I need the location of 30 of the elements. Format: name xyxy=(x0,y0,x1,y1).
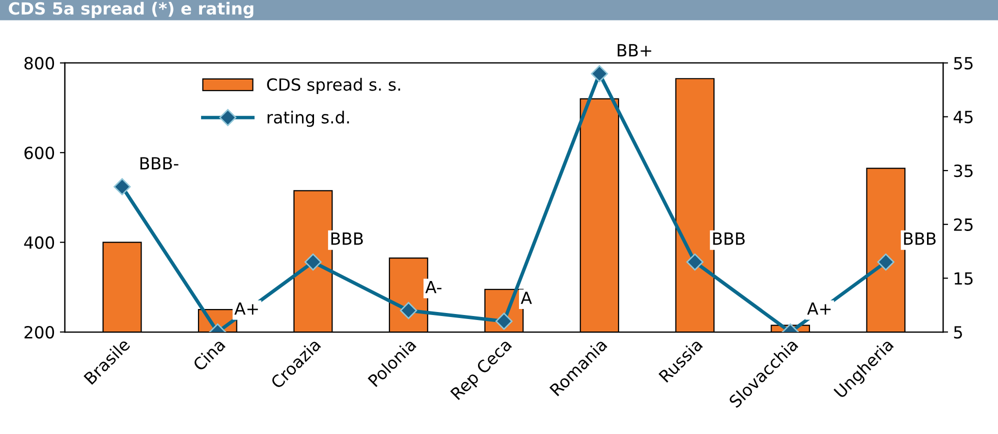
data-label: A+ xyxy=(807,302,831,315)
chart-title: CDS 5a spread (*) e rating xyxy=(8,2,254,18)
point xyxy=(590,65,608,82)
data-label: A- xyxy=(425,280,442,294)
data-label: A xyxy=(520,292,532,304)
y2-tick-label: 55 xyxy=(954,57,973,70)
data-label: BBB xyxy=(713,232,745,245)
y-tick-label: 800 xyxy=(24,56,54,70)
y-tick-label: 200 xyxy=(24,326,54,339)
y2-tick-label: 45 xyxy=(954,110,973,124)
y2-tick-label: 5 xyxy=(954,326,962,339)
data-label: BBB xyxy=(331,232,363,245)
point xyxy=(877,253,894,271)
point xyxy=(495,312,513,330)
point xyxy=(114,178,131,196)
legend-label: rating s.d. xyxy=(268,110,349,127)
data-label: BB+ xyxy=(618,44,652,56)
point xyxy=(400,302,418,320)
y2-tick-label: 35 xyxy=(954,164,973,178)
data-label: A+ xyxy=(234,302,258,315)
x-tick-label: Cina xyxy=(192,338,226,372)
y-tick-label: 600 xyxy=(24,146,54,160)
y-tick-label: 400 xyxy=(24,236,54,249)
y2-tick-label: 25 xyxy=(954,218,973,231)
data-label: BBB- xyxy=(140,157,178,170)
point xyxy=(304,253,322,271)
data-label: BBB xyxy=(904,232,936,245)
y2-tick-label: 15 xyxy=(954,272,973,285)
legend-label: CDS spread s. s. xyxy=(267,78,400,94)
point xyxy=(686,253,704,271)
